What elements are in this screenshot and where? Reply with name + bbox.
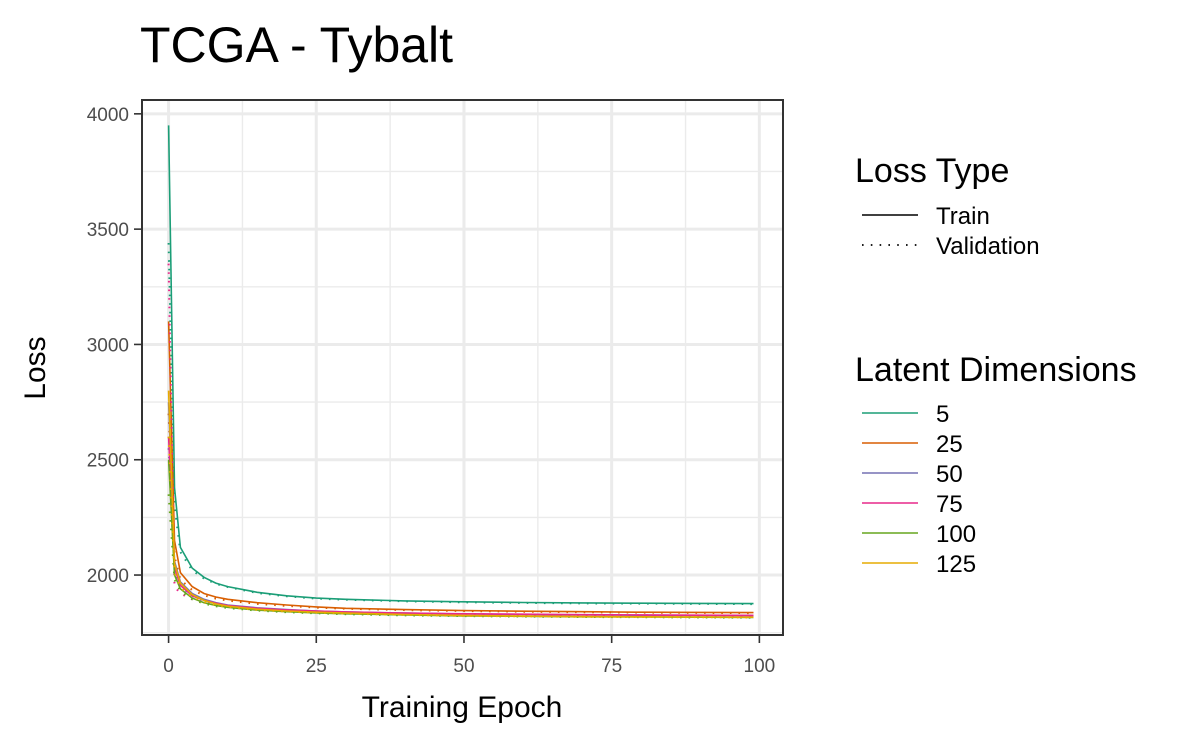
plot-border — [141, 99, 784, 636]
legend-label-50: 50 — [936, 461, 963, 488]
y-tick-label: 4000 — [87, 105, 129, 126]
legend-loss-type: Loss Type Train Validation — [855, 152, 1040, 260]
plot-panel — [141, 99, 784, 636]
legend-validation-label: Validation — [936, 233, 1040, 260]
y-tick-label: 3000 — [87, 335, 129, 356]
y-tick-label: 2000 — [87, 566, 129, 587]
legend-loss-type-title: Loss Type — [855, 152, 1009, 190]
x-tick-label: 75 — [601, 656, 622, 677]
y-axis: 2000 2500 3000 3500 4000 — [87, 105, 141, 587]
x-tick-label: 100 — [744, 656, 776, 677]
series-100-train-line — [167, 459, 754, 619]
series-75-validation-line — [167, 263, 754, 617]
x-tick-label: 25 — [306, 656, 327, 677]
x-tick-label: 0 — [163, 656, 174, 677]
series-50-validation-line — [167, 448, 754, 617]
series-75-train-line — [167, 436, 754, 617]
series-25-train-line — [167, 321, 754, 614]
series-5-train-line — [167, 125, 754, 605]
legend-label-5: 5 — [936, 401, 949, 428]
chart-title: TCGA - Tybalt — [140, 17, 453, 73]
legend-label-100: 100 — [936, 521, 976, 548]
legend-label-75: 75 — [936, 491, 963, 518]
series-25-validation-line — [167, 413, 754, 615]
y-tick-label: 3500 — [87, 220, 129, 241]
series-5-validation-line — [167, 242, 754, 606]
legend-label-125: 125 — [936, 551, 976, 578]
x-axis: 0 25 50 75 100 — [163, 636, 775, 677]
x-axis-title: Training Epoch — [362, 691, 563, 724]
series-125-validation-line — [167, 436, 754, 619]
legend-train-label: Train — [936, 203, 990, 230]
series-100-validation-line — [167, 494, 754, 619]
y-tick-label: 2500 — [87, 451, 129, 472]
legend-latent-title: Latent Dimensions — [855, 351, 1137, 389]
series-125-train-line — [167, 390, 754, 619]
y-axis-title: Loss — [19, 336, 52, 399]
x-tick-label: 50 — [453, 656, 474, 677]
series-50-train-line — [167, 402, 754, 617]
legend-latent-dimensions: Latent Dimensions 5 25 50 75 100 125 — [855, 351, 1137, 578]
legend-label-25: 25 — [936, 431, 963, 458]
